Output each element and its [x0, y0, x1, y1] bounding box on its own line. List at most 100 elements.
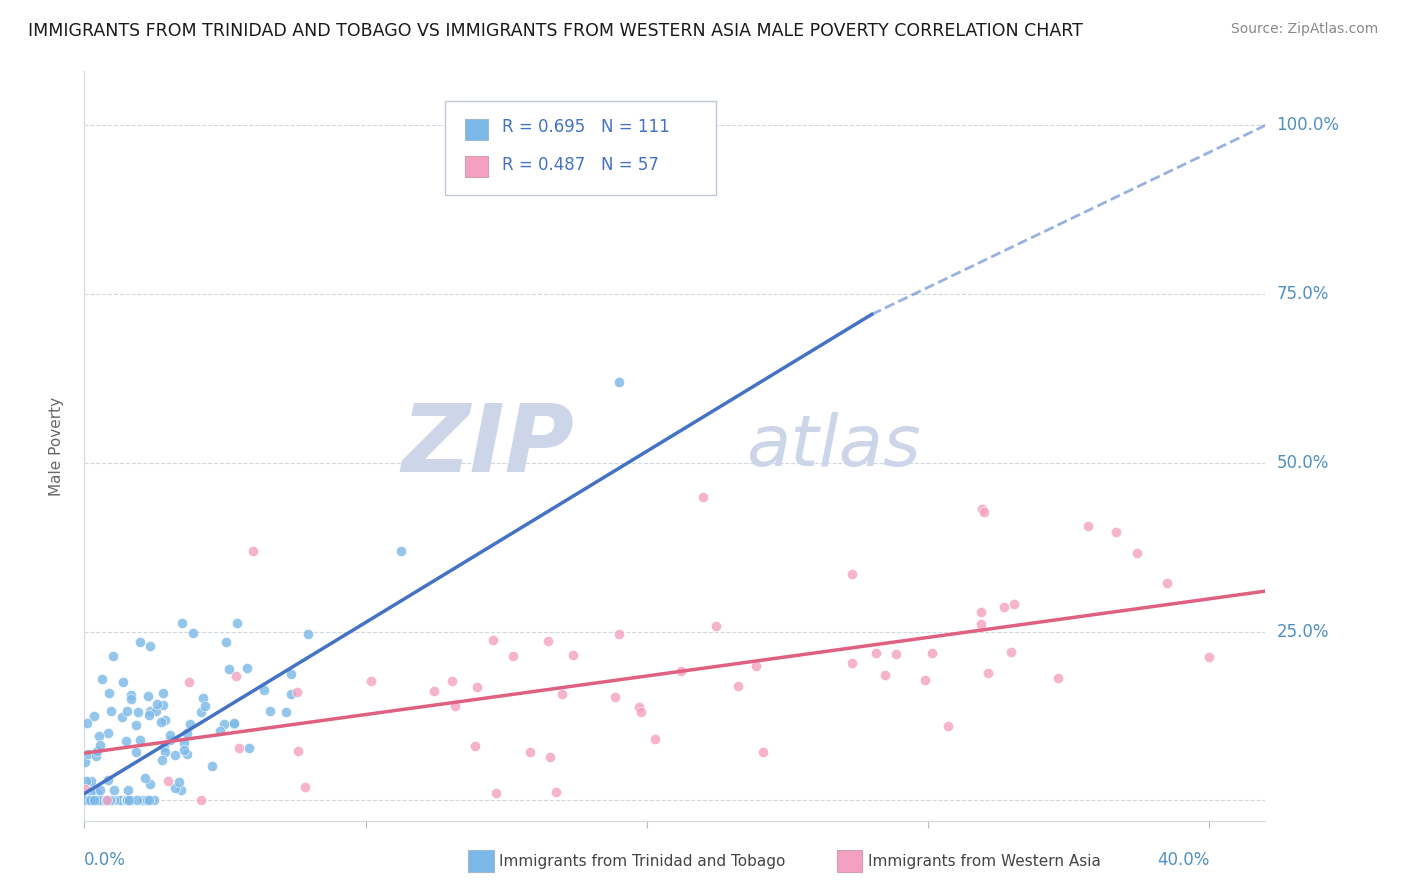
Point	[538, 750, 561, 764]
Point	[236, 660, 259, 674]
Point	[170, 615, 193, 630]
Point	[118, 793, 141, 807]
Point	[134, 771, 156, 785]
Text: ZIP: ZIP	[402, 400, 575, 492]
Point	[441, 673, 464, 688]
Point	[914, 673, 936, 688]
Point	[155, 713, 177, 727]
Point	[94, 793, 117, 807]
Point	[1156, 575, 1178, 590]
Point	[129, 635, 152, 649]
Point	[87, 793, 110, 807]
Point	[138, 708, 160, 723]
Point	[253, 683, 276, 698]
Point	[97, 793, 120, 807]
Point	[173, 742, 195, 756]
Point	[1105, 525, 1128, 540]
Point	[201, 759, 224, 773]
Point	[115, 793, 138, 807]
Point	[84, 793, 107, 807]
Point	[607, 627, 630, 641]
Point	[444, 699, 467, 714]
Point	[76, 747, 98, 761]
Point	[89, 783, 111, 797]
Text: 75.0%: 75.0%	[1277, 285, 1329, 303]
Bar	[464, 156, 488, 177]
Point	[562, 648, 585, 662]
Point	[117, 793, 139, 807]
Point	[115, 705, 138, 719]
Text: Immigrants from Trinidad and Tobago: Immigrants from Trinidad and Tobago	[499, 855, 786, 869]
Point	[179, 674, 201, 689]
Point	[117, 782, 139, 797]
Point	[125, 718, 148, 732]
Point	[101, 649, 124, 664]
FancyBboxPatch shape	[444, 102, 716, 195]
Point	[644, 731, 666, 746]
Point	[228, 740, 250, 755]
Point	[152, 686, 174, 700]
Point	[865, 646, 887, 660]
Point	[91, 793, 114, 807]
Point	[83, 709, 105, 723]
Y-axis label: Male Poverty: Male Poverty	[49, 396, 63, 496]
Point	[143, 793, 166, 807]
Point	[153, 740, 176, 755]
Point	[1125, 546, 1147, 560]
Point	[190, 793, 212, 807]
Point	[1077, 519, 1099, 533]
Point	[181, 626, 204, 640]
Point	[274, 705, 297, 719]
Point	[91, 672, 114, 686]
Point	[96, 793, 118, 807]
Text: 50.0%: 50.0%	[1277, 454, 1329, 472]
Point	[285, 685, 308, 699]
Point	[226, 615, 249, 630]
Point	[129, 733, 152, 747]
Point	[150, 753, 173, 767]
Point	[465, 680, 488, 694]
Point	[86, 786, 108, 800]
Point	[193, 699, 215, 714]
Point	[485, 786, 508, 800]
Point	[464, 739, 486, 754]
Point	[149, 715, 172, 730]
Point	[159, 728, 181, 742]
Point	[121, 691, 143, 706]
Point	[875, 667, 897, 681]
Point	[120, 688, 142, 702]
Point	[884, 647, 907, 661]
Point	[112, 793, 135, 807]
Point	[970, 502, 993, 516]
Point	[73, 755, 96, 769]
Point	[89, 738, 111, 752]
Point	[100, 705, 122, 719]
Point	[970, 616, 993, 631]
Text: atlas: atlas	[745, 411, 921, 481]
Point	[627, 700, 650, 714]
Point	[1000, 645, 1022, 659]
Point	[131, 793, 153, 807]
Point	[176, 747, 198, 761]
Point	[222, 715, 245, 730]
Text: R = 0.695   N = 111: R = 0.695 N = 111	[502, 119, 669, 136]
Point	[103, 783, 125, 797]
Text: 0.0%: 0.0%	[84, 851, 127, 869]
Point	[977, 665, 1000, 680]
Point	[145, 704, 167, 718]
Point	[170, 783, 193, 797]
Point	[287, 744, 309, 758]
Point	[669, 664, 692, 678]
Point	[79, 784, 101, 798]
Point	[115, 734, 138, 748]
Point	[163, 781, 186, 796]
Point	[422, 684, 444, 698]
Point	[139, 639, 162, 653]
Point	[936, 718, 959, 732]
Point	[1198, 650, 1220, 665]
Text: 40.0%: 40.0%	[1157, 851, 1209, 869]
Point	[138, 793, 160, 807]
Text: R = 0.487   N = 57: R = 0.487 N = 57	[502, 156, 659, 174]
Point	[212, 716, 235, 731]
Point	[173, 736, 195, 750]
